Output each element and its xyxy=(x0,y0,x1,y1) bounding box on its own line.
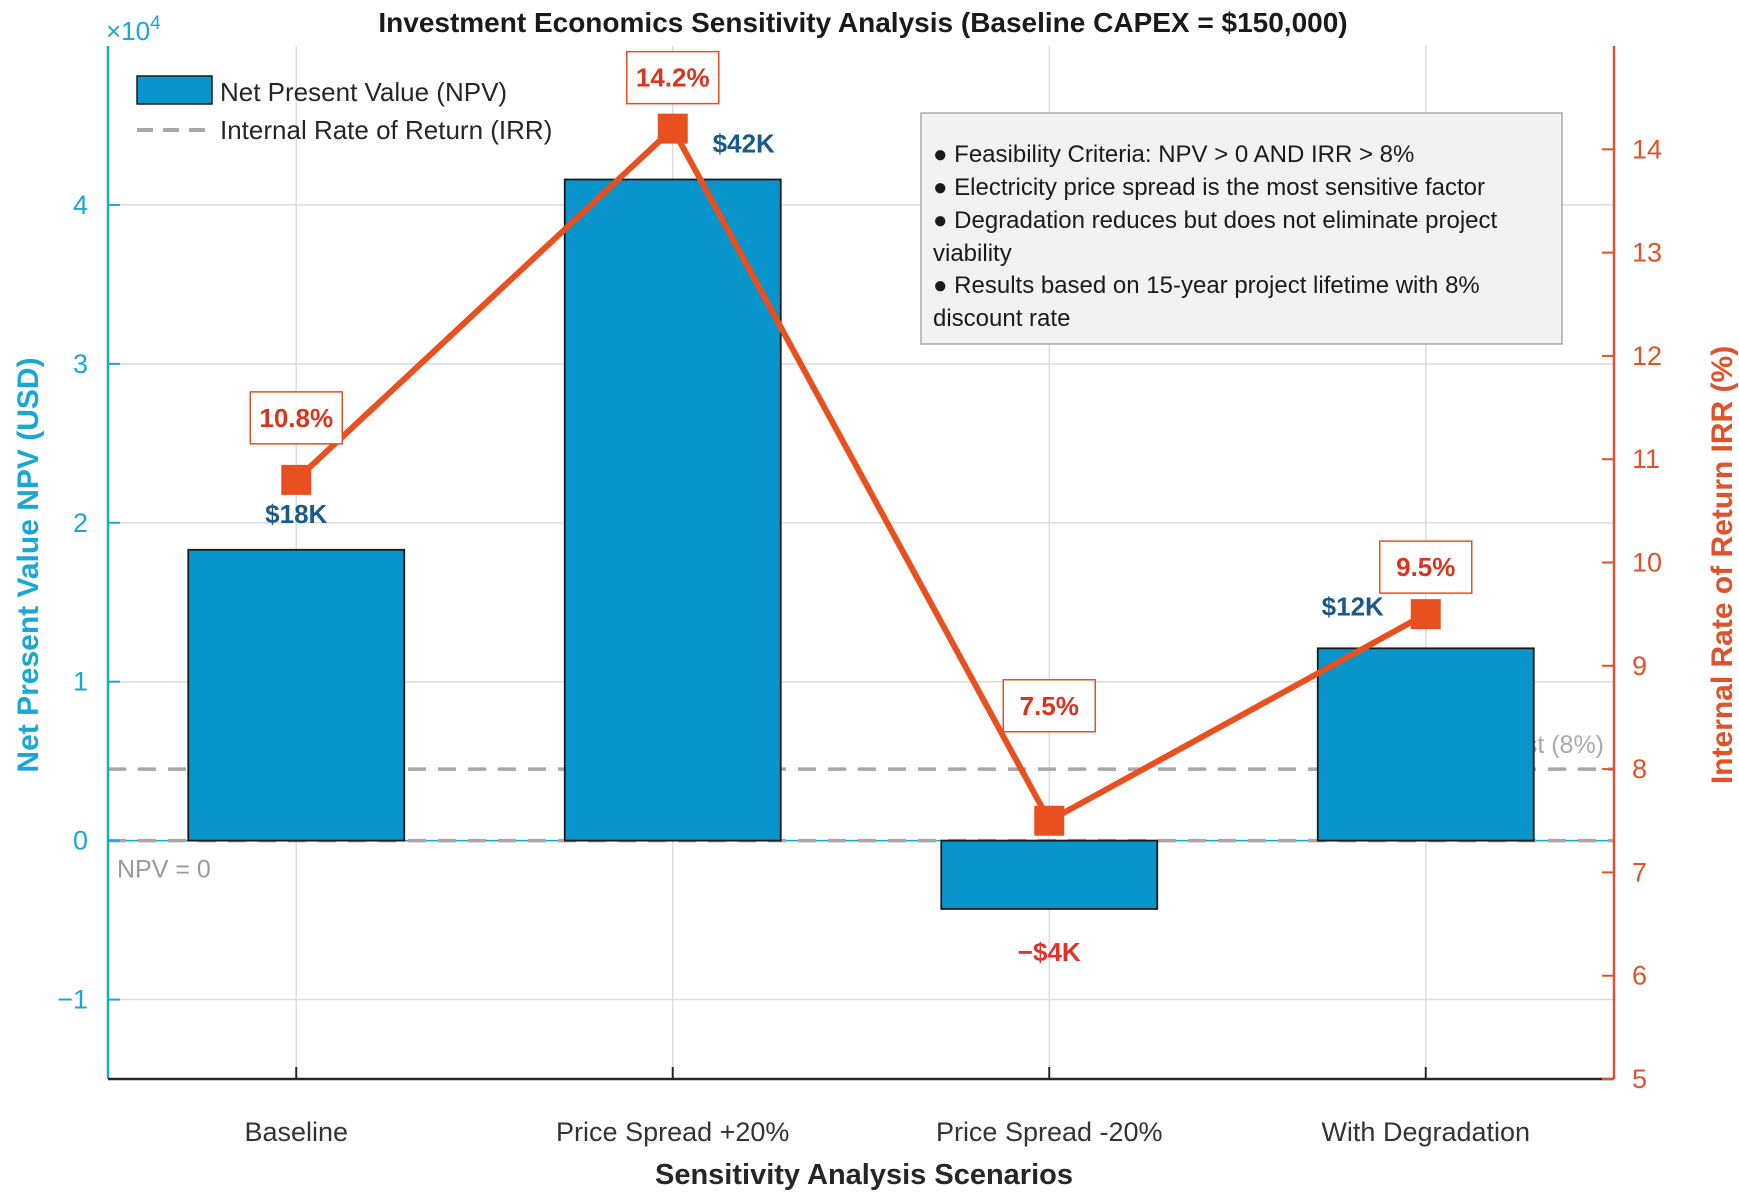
x-tick-label: Baseline xyxy=(244,1117,348,1147)
npv-bars xyxy=(187,178,1535,910)
y-left-tick-label: 1 xyxy=(73,667,88,697)
npv-bar-3 xyxy=(940,839,1159,910)
chart-title: Investment Economics Sensitivity Analysi… xyxy=(378,7,1347,38)
data-labels: $18K $42K −$4K $12K 10.8% 14.2% 7.5% 9.5% xyxy=(249,50,1473,967)
legend: Net Present Value (NPV) Internal Rate of… xyxy=(136,75,552,145)
irr-label-box-2 xyxy=(626,50,720,105)
irr-series xyxy=(281,113,1441,836)
y-right-tick-label: 14 xyxy=(1632,134,1662,164)
irr-marker-4 xyxy=(1410,599,1441,630)
x-tick-label: Price Spread +20% xyxy=(556,1117,789,1147)
x-tick-label: Price Spread -20% xyxy=(936,1117,1163,1147)
y-right-tick-label: 5 xyxy=(1632,1064,1647,1094)
notes-background xyxy=(920,112,1563,345)
npv-value-label-1: $18K xyxy=(265,499,327,529)
y-left-tick-label: −1 xyxy=(57,985,88,1015)
irr-value-label-1: 10.8% xyxy=(259,403,333,433)
note-1: ● Feasibility Criteria: NPV > 0 AND IRR … xyxy=(933,141,1414,168)
y-right-tick-label: 7 xyxy=(1632,857,1647,887)
npv-value-label-3: −$4K xyxy=(1018,937,1081,967)
irr-value-label-2: 14.2% xyxy=(636,63,710,93)
y-left-tick-label: 4 xyxy=(73,190,88,220)
legend-npv-swatch xyxy=(136,75,213,105)
note-3-continued: viability xyxy=(933,240,1012,267)
irr-value-label-3: 7.5% xyxy=(1020,691,1079,721)
npv-bar-2 xyxy=(563,178,782,842)
irr-label-box-4 xyxy=(1379,540,1473,594)
irr-label-box-3 xyxy=(1002,679,1096,733)
x-axis-title: Sensitivity Analysis Scenarios xyxy=(655,1159,1073,1191)
note-4-continued: discount rate xyxy=(933,305,1070,332)
exponent-power: 4 xyxy=(150,13,161,34)
note-2: ● Electricity price spread is the most s… xyxy=(933,174,1485,201)
y-right-tick-label: 10 xyxy=(1632,548,1662,578)
npv-value-label-2: $42K xyxy=(713,128,775,158)
legend-npv-label: Net Present Value (NPV) xyxy=(220,77,507,107)
y-right-tick-label: 12 xyxy=(1632,341,1662,371)
y-left-tick-label: 0 xyxy=(73,826,88,856)
x-tick-label: With Degradation xyxy=(1321,1117,1530,1147)
y-right-tick-label: 11 xyxy=(1632,444,1660,474)
y-right-tick-label: 8 xyxy=(1632,754,1647,784)
y-axis-left-exponent: ×104 xyxy=(106,13,161,46)
y-axis-left-title: Net Present Value NPV (USD) xyxy=(12,357,45,772)
exponent-base: ×10 xyxy=(106,16,150,46)
y-right-tick-label: 6 xyxy=(1632,961,1647,991)
irr-marker-3 xyxy=(1034,805,1065,836)
irr-marker-2 xyxy=(657,113,688,144)
y-right-tick-label: 13 xyxy=(1632,238,1662,268)
irr-line xyxy=(294,125,1428,824)
note-3: ● Degradation reduces but does not elimi… xyxy=(933,207,1497,234)
npv-value-label-4: $12K xyxy=(1322,591,1384,621)
y-left-tick-label: 3 xyxy=(73,349,88,379)
npv-bar-1 xyxy=(187,548,406,842)
irr-value-label-4: 9.5% xyxy=(1396,552,1455,582)
y-axis-right-title: Internal Rate of Return IRR (%) xyxy=(1706,346,1739,784)
y-right-tick-label: 9 xyxy=(1632,651,1647,681)
irr-marker-1 xyxy=(281,464,312,495)
irr-label-box-1 xyxy=(249,391,343,445)
npv-zero-label: NPV = 0 xyxy=(117,856,211,884)
notes-box: ● Feasibility Criteria: NPV > 0 AND IRR … xyxy=(920,112,1563,345)
y-left-tick-label: 2 xyxy=(73,508,88,538)
note-4: ● Results based on 15-year project lifet… xyxy=(933,272,1480,299)
legend-irr-label: Internal Rate of Return (IRR) xyxy=(220,115,552,145)
npv-bar-4 xyxy=(1316,647,1535,842)
